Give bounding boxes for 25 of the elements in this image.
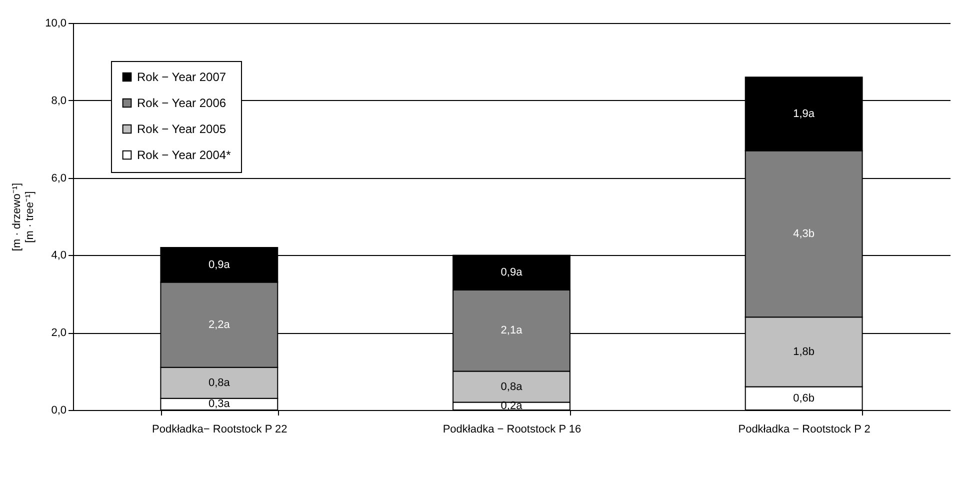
y-tick-label: 2,0 — [51, 327, 66, 340]
x-tick-label: Podkładka − Rootstock P 2 — [738, 424, 870, 436]
legend-label: Rok − Year 2006 — [137, 96, 226, 110]
data-label: 2,1a — [500, 324, 524, 337]
data-label: 0,9a — [500, 266, 524, 279]
data-label: 4,3b — [793, 228, 815, 240]
data-label: 2,2a — [208, 318, 231, 331]
data-label: 1,8b — [793, 346, 815, 358]
y-tick-label: 0,0 — [51, 404, 66, 416]
x-tick-label: Podkładka− Rootstock P 22 — [152, 424, 288, 436]
data-label: 1,9a — [793, 108, 816, 120]
legend-label: Rok − Year 2007 — [137, 70, 226, 84]
y-tick-label: 6,0 — [51, 172, 66, 184]
y-axis-title: [m · drzewo⁻¹] [m · tree⁻¹] — [11, 182, 36, 252]
data-label: 0,3a — [208, 398, 231, 410]
data-label: 0,9a — [208, 258, 231, 271]
legend-label: Rok − Year 2005 — [137, 122, 226, 136]
y-tick-label: 8,0 — [51, 94, 66, 107]
data-label: 0,6b — [793, 392, 815, 404]
y-tick-label: 4,0 — [51, 250, 66, 262]
x-tick-label: Podkładka − Rootstock P 16 — [442, 424, 582, 436]
legend-label: Rok − Year 2004* — [137, 148, 232, 162]
data-label: 0,8a — [208, 376, 231, 389]
data-label: 0,8a — [500, 380, 524, 393]
y-tick-label: 10,0 — [45, 18, 66, 30]
